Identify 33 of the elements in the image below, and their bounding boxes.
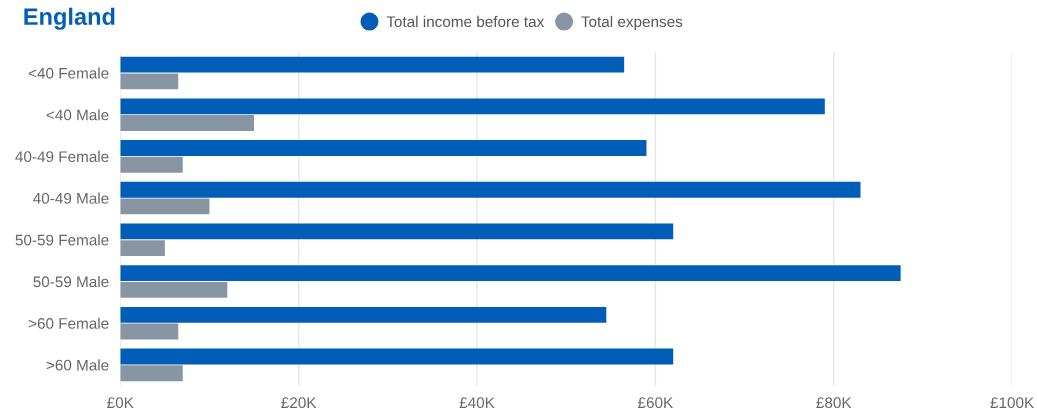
bar (120, 348, 674, 365)
chart-title: England (24, 7, 115, 30)
x-tick-label: £60K (637, 397, 674, 409)
bar (120, 140, 647, 156)
y-tick-label: >60 Female (28, 317, 109, 329)
bar (120, 240, 165, 257)
bar (120, 365, 183, 382)
bar (120, 281, 228, 298)
y-tick-label: 50-59 Female (15, 234, 109, 246)
bar (120, 306, 607, 323)
x-tick-label: £80K (816, 397, 852, 409)
bar (120, 223, 674, 240)
bar (120, 323, 179, 340)
x-tick-label: £20K (281, 397, 317, 409)
y-tick-label: <40 Male (46, 109, 109, 121)
y-tick-label: >60 Male (46, 359, 109, 371)
bar (120, 181, 861, 198)
x-tick-label: £0K (107, 397, 134, 409)
bar (120, 56, 625, 73)
bar (120, 73, 179, 90)
bar (120, 115, 255, 131)
y-tick-label: <40 Female (28, 67, 109, 79)
x-tick-label: £100K (990, 397, 1035, 409)
legend-label: Total income before tax (386, 15, 545, 28)
bar (120, 265, 901, 282)
y-tick-label: 50-59 Male (33, 275, 109, 288)
bar (120, 198, 210, 215)
x-tick-label: £40K (459, 397, 495, 409)
bar (120, 98, 825, 115)
bar (120, 156, 183, 173)
y-tick-label: 40-49 Female (15, 150, 109, 163)
legend-label: Total expenses (581, 15, 683, 31)
y-tick-label: 40-49 Male (33, 192, 109, 204)
